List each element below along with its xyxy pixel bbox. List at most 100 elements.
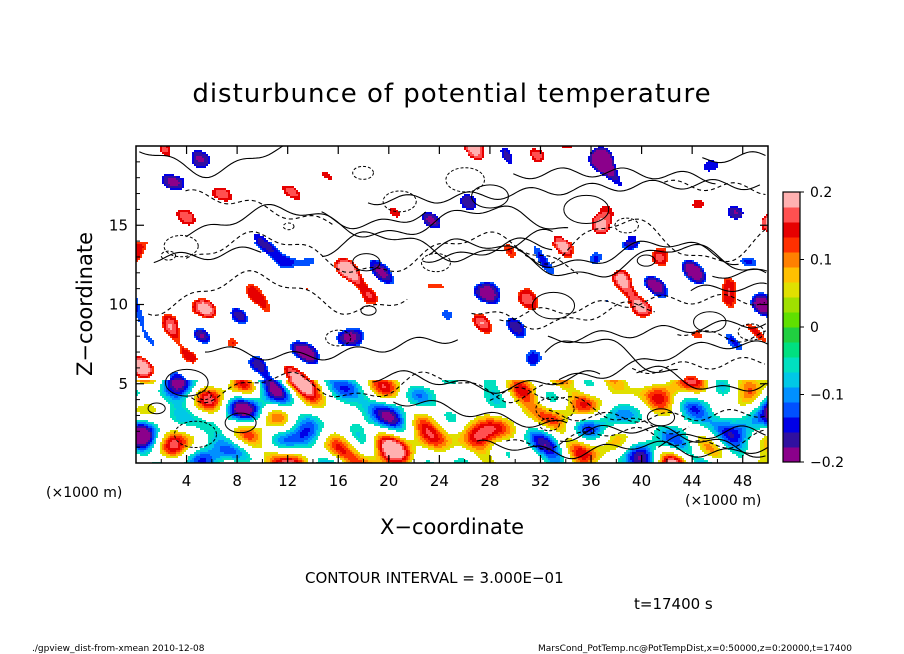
potential-temperature-field: [136, 146, 768, 463]
colorbar-segment: [783, 387, 800, 403]
colorbar-segment: [783, 447, 800, 463]
contour-line: [185, 203, 569, 238]
contour-loop: [196, 390, 212, 401]
colorbar-segment: [783, 417, 800, 433]
chart-title: disturbunce of potential temperature: [192, 79, 711, 109]
x-tick-label: 24: [430, 472, 449, 490]
contour-line: [664, 179, 766, 196]
colorbar-tick-label: 0: [810, 320, 819, 336]
colorbar-segment: [783, 432, 800, 448]
contour-loop: [445, 167, 485, 193]
footer-left: ./gpview_dist-from-xmean 2010-12-08: [32, 644, 205, 654]
contour-loop: [420, 252, 451, 273]
contour-loop: [174, 420, 217, 449]
contour-line: [422, 237, 553, 263]
contour-line: [558, 340, 768, 381]
contour-line: [372, 370, 601, 394]
contour-line: [524, 218, 766, 265]
contour-loop: [471, 184, 509, 209]
colorbar-tick-label: 0.1: [810, 253, 832, 269]
contour-line: [547, 319, 767, 344]
colorbar-segment: [783, 402, 800, 418]
colorbar-segment: [783, 207, 800, 223]
colorbar-segment: [783, 327, 800, 343]
contour-loop: [693, 311, 727, 333]
x-axis: 4 8 12 16 20 24 28 32 36 40 44 48: [160, 146, 752, 490]
y-axis: 5 10 15: [109, 161, 768, 448]
contour-line: [204, 336, 459, 361]
x-tick-label: 48: [733, 472, 752, 490]
contour-line: [499, 293, 766, 322]
colorbar-segment: [783, 282, 800, 298]
contour-line: [657, 425, 766, 448]
contour-loop: [636, 254, 656, 267]
colorbar-tick-label: −0.1: [810, 388, 844, 404]
contour-loop: [535, 396, 575, 422]
colorbar-segment: [783, 192, 800, 208]
contour-loop: [737, 323, 765, 341]
contour-loop: [163, 234, 199, 258]
colorbar-segment: [783, 237, 800, 253]
contour-line: [191, 371, 568, 404]
time-text: t=17400 s: [634, 595, 713, 613]
x-tick-label: 36: [581, 472, 600, 490]
contour-loop: [224, 412, 257, 434]
contour-loop: [352, 253, 381, 272]
y-tick-label: 10: [109, 296, 128, 314]
colorbar-segment: [783, 342, 800, 358]
y-axis-label: Z−coordinate: [73, 232, 97, 376]
contour-loop: [325, 329, 352, 347]
colorbar-segment: [783, 372, 800, 388]
colorbar-tick-label: −0.2: [810, 455, 844, 471]
colorbar-segment: [783, 357, 800, 373]
contour-line: [690, 282, 767, 293]
contour-loop: [360, 305, 377, 316]
x-tick-label: 8: [232, 472, 242, 490]
x-tick-label: 32: [531, 472, 550, 490]
x-unit-label-left: (×1000 m): [46, 485, 122, 501]
contour-loop: [531, 291, 576, 320]
colorbar-segment: [783, 252, 800, 268]
contour-line: [185, 231, 579, 275]
contour-loop: [382, 190, 417, 213]
x-tick-label: 12: [278, 472, 297, 490]
contour-line: [185, 189, 335, 226]
contour-line: [428, 238, 739, 269]
contour-line: [548, 409, 768, 423]
y-tick-label: 5: [118, 375, 128, 393]
contour-line: [393, 399, 568, 428]
contour-line: [471, 301, 655, 330]
contour-loop: [614, 217, 639, 234]
contour-line: [321, 211, 427, 230]
y-tick-label: 15: [109, 216, 128, 234]
contour-loop: [563, 194, 610, 225]
footer-right: MarsCond_PotTemp.nc@PotTempDist,x=0:5000…: [538, 644, 852, 654]
contour-line: [702, 151, 766, 164]
contour-lines: [139, 146, 768, 460]
x-axis-label: X−coordinate: [380, 515, 524, 539]
contour-line: [476, 439, 768, 460]
contour-line: [513, 167, 716, 185]
contour-line: [560, 424, 766, 458]
x-tick-label: 16: [329, 472, 348, 490]
contour-loop: [582, 426, 595, 435]
x-tick-label: 4: [182, 472, 192, 490]
contour-loop: [160, 250, 177, 261]
contour-line: [153, 246, 262, 264]
contour-line: [677, 330, 767, 343]
x-tick-label: 44: [683, 472, 702, 490]
x-tick-label: 20: [379, 472, 398, 490]
colorbar-segment: [783, 297, 800, 313]
contour-line: [636, 365, 767, 392]
colorbar-segment: [783, 312, 800, 328]
x-tick-label: 28: [480, 472, 499, 490]
contour-line: [631, 356, 766, 375]
contour-loop: [538, 417, 560, 432]
contour-line: [712, 268, 767, 279]
contour-loop: [646, 408, 676, 427]
contour-loop: [164, 368, 209, 397]
colorbar-tick-label: 0.2: [810, 185, 832, 201]
contour-interval-text: CONTOUR INTERVAL = 3.000E−01: [305, 569, 564, 587]
x-tick-label: 40: [632, 472, 651, 490]
